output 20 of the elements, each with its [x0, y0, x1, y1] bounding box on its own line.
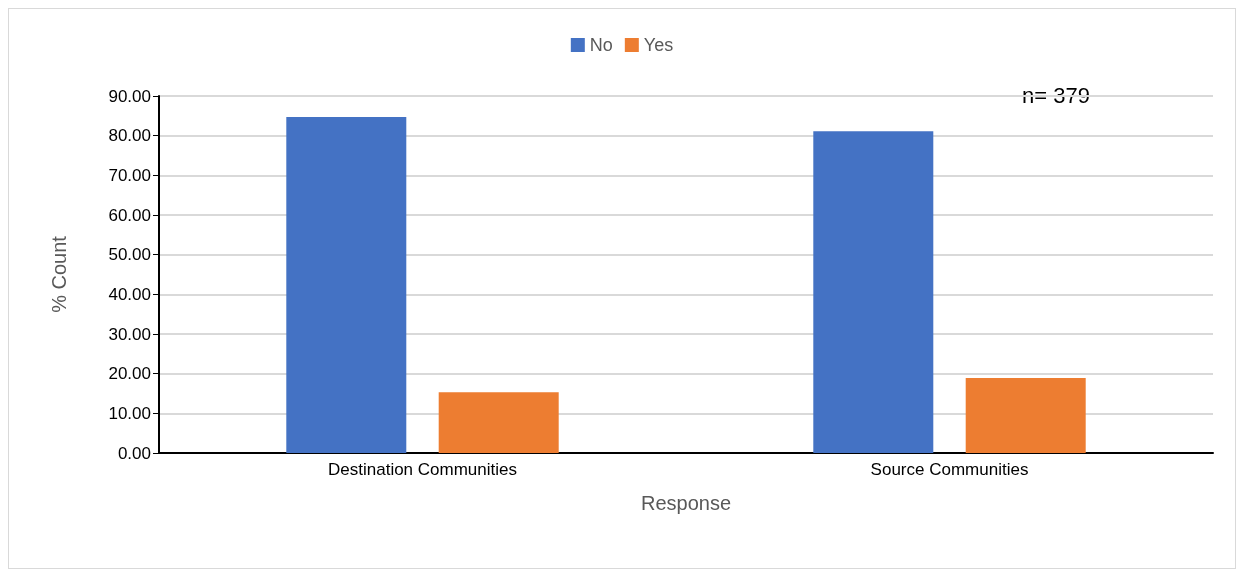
legend-label: Yes [643, 35, 674, 55]
y-tick-label: 70.00 [108, 165, 151, 185]
y-tick-label: 20.00 [108, 364, 151, 384]
bar [965, 378, 1086, 453]
legend-label: No [589, 35, 613, 55]
y-tick-label: 30.00 [108, 324, 151, 344]
y-axis-title: % Count [48, 235, 70, 313]
bar [286, 117, 407, 453]
y-tick-label: 60.00 [108, 205, 151, 225]
x-axis-title: Response [640, 492, 732, 514]
y-tick-label: 90.00 [108, 86, 151, 106]
bar [813, 131, 934, 453]
y-tick-label: 50.00 [108, 245, 151, 265]
y-tick-label: 80.00 [108, 126, 151, 146]
bar [438, 392, 559, 453]
x-tick-label: Source Communities [870, 460, 1029, 479]
y-tick-label: 10.00 [108, 403, 151, 423]
y-tick-label: 0.00 [117, 443, 151, 463]
y-tick-label: 40.00 [108, 284, 151, 304]
x-tick-label: Destination Communities [328, 460, 517, 479]
